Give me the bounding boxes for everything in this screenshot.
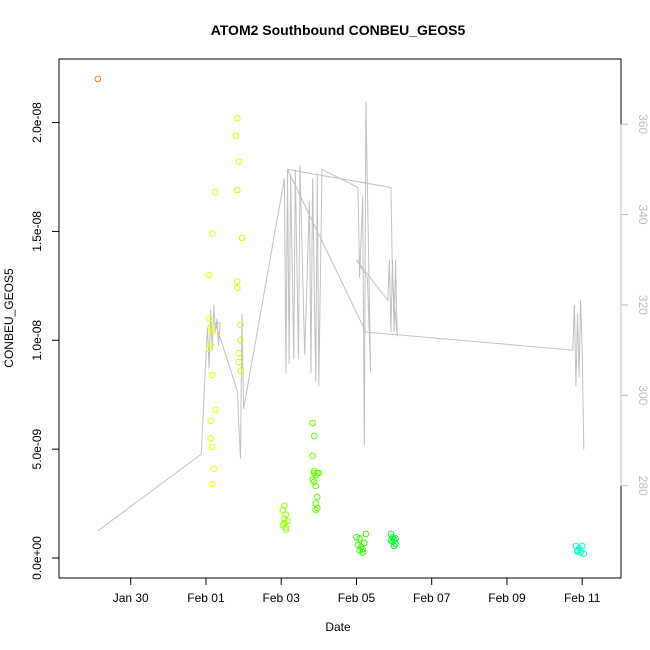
data-point (207, 417, 214, 425)
data-point (309, 419, 316, 427)
data-point (356, 535, 363, 542)
data-point (207, 341, 214, 348)
data-point (315, 469, 323, 477)
data-point (353, 534, 360, 541)
y-tick-label: 2.0e-08 (30, 102, 44, 143)
points-layer (94, 75, 588, 557)
x-tick-label: Feb 09 (488, 591, 526, 605)
data-point (310, 432, 318, 440)
data-point (210, 465, 218, 473)
data-point (387, 537, 395, 544)
data-point (284, 517, 291, 525)
data-point (234, 186, 241, 194)
x-tick-label: Feb 01 (187, 591, 225, 605)
data-point (94, 75, 102, 83)
data-point (279, 506, 287, 514)
data-point (312, 482, 320, 490)
data-point (235, 358, 243, 366)
line-series (97, 101, 585, 532)
data-point (237, 321, 244, 329)
data-point (578, 542, 586, 550)
data-point (312, 506, 320, 514)
y2-tick-label: 280 (636, 476, 650, 496)
y2-tick-label: 340 (636, 205, 650, 225)
x-axis: Jan 30 Feb 01 Feb 03 Feb 05 Feb 07 Feb 09 Feb … (113, 577, 601, 605)
y2-tick-label: 300 (636, 385, 650, 405)
data-point (359, 546, 367, 553)
data-point (580, 550, 588, 557)
data-point (232, 132, 240, 139)
y-tick-label: 1.5e-08 (30, 211, 44, 252)
data-point (205, 315, 213, 322)
y-axis-label: CONBEU_GEOS5 (2, 268, 16, 368)
data-point (205, 271, 213, 279)
y-tick-label: 1.0e-08 (30, 320, 44, 361)
data-point (234, 278, 241, 285)
data-point (387, 530, 395, 538)
data-point (235, 158, 243, 165)
data-point (205, 345, 213, 353)
data-point (279, 522, 287, 529)
x-tick-label: Jan 30 (113, 591, 149, 605)
x-axis-label: Date (325, 620, 351, 634)
data-point (212, 188, 219, 196)
chart-title: ATOM2 Southbound CONBEU_GEOS5 (211, 22, 466, 38)
data-point (234, 284, 241, 292)
data-point (237, 337, 244, 344)
data-point (314, 493, 321, 501)
data-point (208, 230, 216, 237)
x-tick-label: Feb 11 (564, 591, 601, 605)
x-tick-label: Feb 05 (338, 591, 376, 605)
data-point (207, 323, 214, 331)
data-point (208, 328, 216, 335)
data-point (281, 502, 288, 510)
y2-tick-label: 360 (636, 114, 650, 134)
data-point (574, 548, 581, 555)
y-tick-label: 0.0e+00 (30, 536, 44, 580)
data-point (362, 530, 370, 538)
data-point (577, 549, 584, 556)
data-point (282, 511, 290, 518)
data-point (234, 114, 241, 122)
data-point (312, 500, 320, 507)
line-layer (97, 101, 585, 532)
y-tick-label: 5.0e-09 (30, 428, 44, 469)
data-point (390, 542, 398, 550)
data-point (310, 469, 318, 477)
data-point (282, 526, 290, 534)
x-tick-label: Feb 07 (413, 591, 451, 605)
data-point (309, 452, 316, 460)
plot-frame (58, 58, 622, 579)
y2-tick-label: 320 (636, 295, 650, 315)
data-point (238, 234, 246, 242)
data-point (208, 443, 216, 451)
data-point (237, 367, 244, 375)
y-axis: 0.0e+00 5.0e-09 1.0e-08 1.5e-08 2.0e-08 (30, 102, 60, 580)
data-point (208, 480, 216, 488)
data-point (310, 478, 318, 486)
y2-axis: 280 300 320 340 360 (620, 114, 650, 496)
x-tick-label: Feb 03 (263, 591, 301, 605)
data-point (208, 371, 216, 379)
data-point (359, 549, 367, 556)
data-point (235, 350, 243, 357)
data-point (207, 435, 214, 442)
data-point (361, 539, 368, 547)
data-point (212, 406, 219, 414)
